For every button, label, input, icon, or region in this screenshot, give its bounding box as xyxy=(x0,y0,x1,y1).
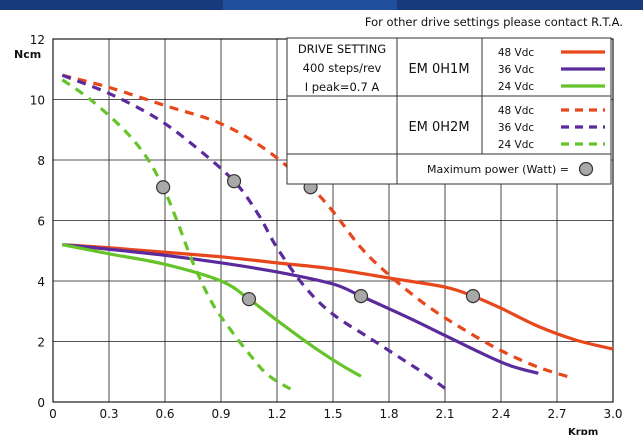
x-tick-label: 1.8 xyxy=(379,407,398,421)
x-tick-label: 2.1 xyxy=(435,407,454,421)
y-tick-label: 8 xyxy=(37,154,45,168)
series-line-em-0h2m-36-vdc xyxy=(61,73,446,390)
x-tick-label: 1.2 xyxy=(267,407,286,421)
tick-labels: 0 0.3 0.6 0.9 1.2 1.5 1.8 2.1 2.4 2.7 3.0 0 2 4 6 8 10 12 xyxy=(30,33,623,421)
x-axis-label: Krpm xyxy=(568,427,598,435)
x-tick-label: 1.5 xyxy=(323,407,342,421)
motor-1-name: EM 0H1M xyxy=(408,62,469,77)
series-line-em-0h1m-24-vdc xyxy=(62,243,362,378)
x-tick-label: 0.9 xyxy=(211,407,230,421)
motor-2-name: EM 0H2M xyxy=(408,120,469,135)
legend-entry-label: 24 Vdc xyxy=(498,139,535,151)
y-tick-label: 4 xyxy=(37,275,45,289)
drive-setting-current: I peak=0.7 A xyxy=(305,80,380,94)
legend-entry-label: 36 Vdc xyxy=(498,122,535,134)
chart-note: For other drive settings please contact … xyxy=(365,15,623,29)
legend-entry-label: 24 Vdc xyxy=(498,81,535,93)
legend: DRIVE SETTING 400 steps/rev I peak=0.7 A… xyxy=(286,37,612,185)
series-line-em-0h2m-48-vdc xyxy=(61,73,573,380)
max-power-markers xyxy=(156,174,481,307)
legend-entry-label: 48 Vdc xyxy=(498,47,535,59)
x-tick-label: 2.4 xyxy=(491,407,510,421)
max-power-marker xyxy=(226,174,242,189)
max-power-label: Maximum power (Watt) = xyxy=(427,163,569,176)
legend-entry-label: 36 Vdc xyxy=(498,64,535,76)
y-tick-label: 6 xyxy=(37,215,45,229)
header-tab xyxy=(223,0,397,10)
x-tick-label: 2.7 xyxy=(547,407,566,421)
drive-setting-steps: 400 steps/rev xyxy=(303,61,382,75)
drive-setting-box xyxy=(286,37,398,97)
y-tick-label: 2 xyxy=(37,336,45,350)
legend-entry-label: 48 Vdc xyxy=(498,105,535,117)
max-power-marker xyxy=(465,289,481,304)
max-power-legend-marker xyxy=(578,161,594,177)
max-power-marker xyxy=(353,289,369,304)
y-tick-label: 12 xyxy=(30,33,45,47)
series-line-em-0h1m-48-vdc xyxy=(62,243,614,351)
max-power-marker xyxy=(156,180,171,195)
series-line-em-0h2m-24-vdc xyxy=(61,78,293,392)
x-tick-label: 0 xyxy=(49,407,57,421)
max-power-marker xyxy=(241,292,257,307)
y-tick-label: 0 xyxy=(37,396,45,410)
legend-entries: 48 Vdc 36 Vdc 24 Vdc 48 Vdc 36 Vdc 24 Vdc xyxy=(498,47,605,151)
drive-setting-title: DRIVE SETTING xyxy=(298,42,386,56)
x-tick-label: 3.0 xyxy=(603,407,622,421)
max-power-box xyxy=(396,153,612,185)
x-tick-label: 0.6 xyxy=(155,407,174,421)
x-tick-label: 0.3 xyxy=(99,407,118,421)
y-axis-label: Ncm xyxy=(14,48,41,61)
y-tick-label: 10 xyxy=(30,94,45,108)
series-line-em-0h1m-36-vdc xyxy=(62,243,539,375)
